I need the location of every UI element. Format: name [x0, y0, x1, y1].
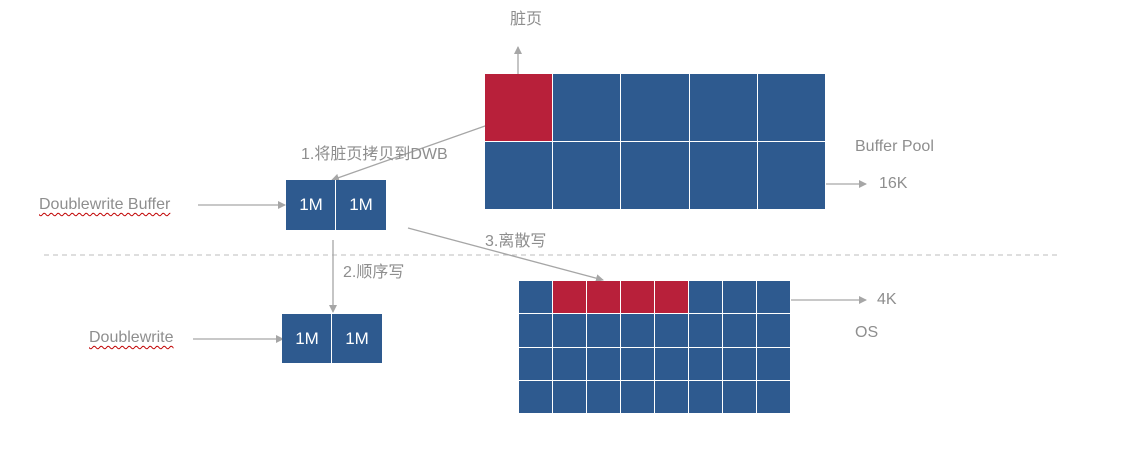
arrow-scatter-write: [407, 227, 604, 283]
buffer-pool-page: [621, 74, 690, 142]
os-page-dirty: [655, 281, 689, 315]
buffer-pool-page-dirty: [485, 74, 554, 142]
os-page: [519, 347, 553, 381]
buffer-pool-page: [553, 142, 622, 210]
os-page: [519, 380, 553, 414]
dirty-page-label: 脏页: [510, 11, 543, 28]
os-page: [757, 314, 791, 348]
os-page-dirty: [587, 281, 621, 315]
page-size-16k-label: 16K: [879, 175, 908, 192]
os-page: [723, 314, 757, 348]
os-page: [655, 314, 689, 348]
os-page: [723, 281, 757, 315]
dwb-disk-block: 1M: [282, 314, 332, 363]
os-page: [553, 347, 587, 381]
buffer-pool-page: [757, 142, 826, 210]
page-size-4k-label: 4K: [877, 291, 897, 308]
step1-copy-label: 1.将脏页拷贝到DWB: [301, 146, 448, 163]
buffer-pool-page: [757, 74, 826, 142]
doublewrite-buffer-label: Doublewrite Buffer: [39, 196, 171, 213]
buffer-pool-page: [553, 74, 622, 142]
os-page: [621, 347, 655, 381]
buffer-pool-grid: [485, 74, 826, 210]
os-page: [621, 314, 655, 348]
os-page: [655, 347, 689, 381]
dwb-disk-block: 1M: [332, 314, 382, 363]
step3-scatter-label: 3.离散写: [485, 233, 547, 250]
os-page: [519, 314, 553, 348]
os-page: [655, 380, 689, 414]
buffer-pool-page: [621, 142, 690, 210]
os-label: OS: [855, 324, 879, 341]
os-page-grid: [519, 281, 791, 414]
doublewrite-buffer-blocks: 1M 1M: [286, 180, 386, 230]
os-page: [587, 347, 621, 381]
os-page: [519, 281, 553, 315]
arrow-copy-to-dwb: [331, 119, 503, 182]
os-page-dirty: [553, 281, 587, 315]
buffer-pool-page: [485, 142, 554, 210]
step2-sequential-label: 2.顺序写: [343, 264, 405, 281]
os-page: [587, 314, 621, 348]
os-page: [757, 380, 791, 414]
os-page: [723, 347, 757, 381]
os-page: [553, 314, 587, 348]
os-page: [757, 347, 791, 381]
os-page: [757, 281, 791, 315]
doublewrite-label: Doublewrite: [89, 329, 174, 346]
os-page: [587, 380, 621, 414]
os-page: [553, 380, 587, 414]
os-page: [723, 380, 757, 414]
os-page-dirty: [621, 281, 655, 315]
os-page: [689, 347, 723, 381]
dwb-buffer-block: 1M: [336, 180, 386, 230]
os-page: [689, 314, 723, 348]
doublewrite-disk-blocks: 1M 1M: [282, 314, 382, 363]
buffer-pool-label: Buffer Pool: [855, 138, 934, 155]
buffer-pool-page: [689, 74, 758, 142]
os-page: [621, 380, 655, 414]
buffer-pool-page: [689, 142, 758, 210]
os-page: [689, 380, 723, 414]
os-page: [689, 281, 723, 315]
dwb-buffer-block: 1M: [286, 180, 336, 230]
